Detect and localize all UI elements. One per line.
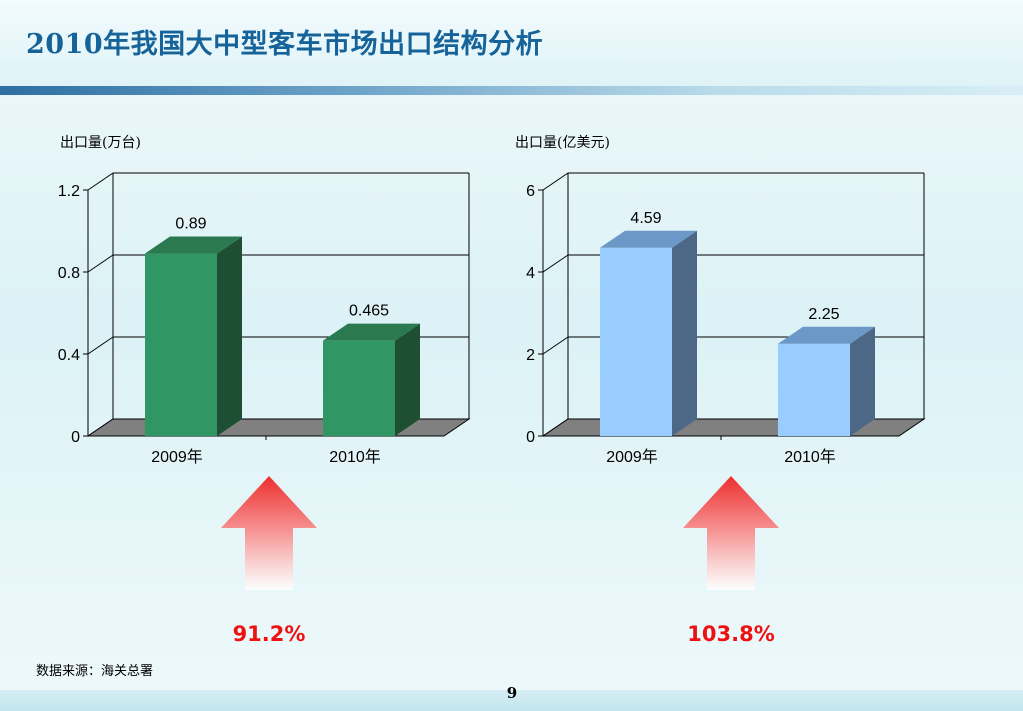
x-tick-label: 2010年 bbox=[329, 448, 381, 466]
bar-side bbox=[217, 236, 242, 436]
bar-top bbox=[145, 236, 242, 254]
up-arrow-icon bbox=[221, 476, 317, 590]
up-arrow-icon bbox=[683, 476, 779, 590]
bar-front bbox=[778, 343, 850, 436]
title-band bbox=[0, 0, 1023, 86]
y-tick-label: 6 bbox=[526, 183, 535, 200]
y-tick-label: 0.8 bbox=[58, 265, 80, 282]
bar-front bbox=[145, 253, 217, 436]
chart-export-volume: 出口量(万台) 0 0.4 0.8 1.2 0.89 2009年 0.465 2010年 bbox=[58, 120, 530, 480]
page-number: 9 bbox=[506, 684, 518, 702]
y-unit-label: 出口量(亿美元) bbox=[515, 135, 610, 151]
bar-side bbox=[395, 323, 420, 436]
bar-top bbox=[778, 326, 875, 344]
side-wall-line bbox=[87, 172, 114, 191]
bar-top bbox=[323, 323, 420, 341]
data-label: 2.25 bbox=[808, 306, 839, 323]
data-label: 0.465 bbox=[349, 303, 389, 320]
bar-side bbox=[850, 326, 875, 436]
y-tick-label: 0.4 bbox=[58, 347, 80, 364]
growth-percent: 103.8% bbox=[687, 622, 775, 646]
data-source: 数据来源：海关总署 bbox=[36, 664, 154, 679]
bar-front bbox=[600, 247, 672, 436]
y-unit-label: 出口量(万台) bbox=[60, 135, 141, 151]
slide-title: 2010年我国大中型客车市场出口结构分析 bbox=[26, 29, 544, 60]
side-wall-line bbox=[87, 336, 114, 355]
y-tick-label: 1.2 bbox=[58, 183, 80, 200]
bar-front bbox=[323, 340, 395, 436]
title-rule bbox=[0, 86, 1023, 95]
side-wall-line bbox=[542, 336, 569, 355]
footer-band bbox=[0, 690, 1023, 711]
x-tick-label: 2010年 bbox=[784, 448, 836, 466]
y-tick-label: 0 bbox=[71, 429, 80, 446]
y-tick-label: 4 bbox=[526, 265, 535, 282]
chart-export-value: 出口量(亿美元) 0 2 4 6 4.59 2009年 2.25 2010年 bbox=[515, 120, 985, 480]
chart-svg: 0 2 4 6 4.59 2009年 2.25 2010年 bbox=[526, 172, 926, 466]
x-tick-label: 2009年 bbox=[606, 448, 658, 466]
data-label: 0.89 bbox=[175, 216, 206, 233]
side-wall-line bbox=[542, 254, 569, 273]
x-tick-label: 2009年 bbox=[151, 448, 203, 466]
y-tick-label: 2 bbox=[526, 347, 535, 364]
growth-percent: 91.2% bbox=[232, 622, 306, 646]
bar-side bbox=[672, 230, 697, 436]
chart-svg: 0 0.4 0.8 1.2 0.89 2009年 0.465 2010年 bbox=[58, 172, 471, 466]
data-label: 4.59 bbox=[630, 210, 661, 227]
side-wall-line bbox=[87, 254, 114, 273]
bar-top bbox=[600, 230, 697, 248]
y-tick-label: 0 bbox=[526, 429, 535, 446]
side-wall-line bbox=[542, 172, 569, 191]
